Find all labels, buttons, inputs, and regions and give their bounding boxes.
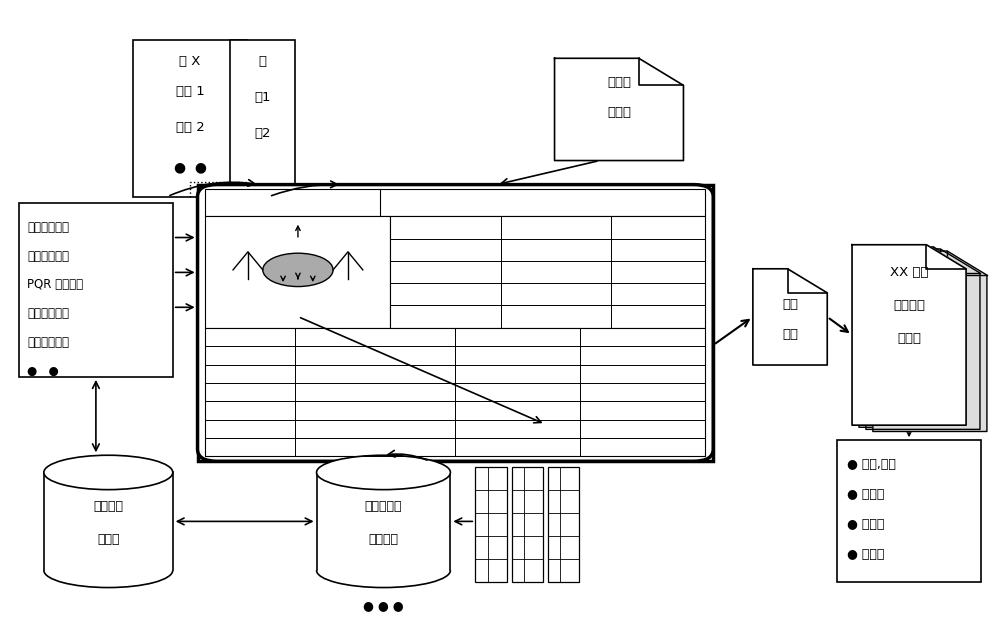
- Text: 各种辅: 各种辅: [607, 77, 631, 90]
- Text: XX 产品: XX 产品: [890, 266, 928, 279]
- Text: 产品接头数据: 产品接头数据: [27, 307, 69, 320]
- Text: 字段 1: 字段 1: [176, 85, 204, 98]
- Polygon shape: [873, 251, 987, 431]
- Ellipse shape: [263, 253, 333, 287]
- Text: 产品总图图表: 产品总图图表: [27, 336, 69, 349]
- Text: ● 封面,目录: ● 封面,目录: [847, 458, 896, 472]
- Bar: [230, 40, 295, 197]
- Text: 字段 2: 字段 2: [176, 122, 204, 135]
- Text: ● 工艺卡: ● 工艺卡: [847, 519, 884, 531]
- FancyBboxPatch shape: [198, 185, 713, 461]
- Polygon shape: [555, 58, 683, 161]
- Ellipse shape: [44, 455, 173, 489]
- Polygon shape: [866, 249, 980, 430]
- Bar: [390, 216, 705, 328]
- Text: ● 页眉等: ● 页眉等: [847, 548, 884, 562]
- Bar: [198, 185, 713, 461]
- Text: 文档: 文档: [782, 328, 798, 342]
- Ellipse shape: [317, 455, 450, 489]
- Text: 工艺技术: 工艺技术: [93, 500, 123, 513]
- Text: ●   ●: ● ●: [27, 365, 59, 378]
- Text: 焊接工艺卡片: 焊接工艺卡片: [27, 250, 69, 263]
- Bar: [205, 189, 705, 216]
- Text: 指导书: 指导书: [897, 332, 921, 345]
- Bar: [44, 472, 173, 570]
- Text: PQR 工艺数据: PQR 工艺数据: [27, 279, 83, 292]
- Bar: [205, 328, 705, 457]
- Polygon shape: [859, 247, 973, 427]
- Text: 文档库: 文档库: [97, 533, 120, 546]
- Polygon shape: [753, 269, 827, 365]
- Bar: [548, 467, 579, 582]
- Bar: [512, 467, 543, 582]
- Text: ●  ●: ● ●: [174, 161, 207, 174]
- Text: ● ● ●: ● ● ●: [363, 599, 404, 612]
- Text: ● 产品图: ● 产品图: [847, 488, 884, 501]
- Bar: [205, 216, 390, 328]
- Bar: [19, 203, 173, 377]
- Bar: [317, 472, 450, 570]
- Bar: [133, 40, 247, 197]
- Text: 段1: 段1: [254, 91, 271, 104]
- Text: 型模板库: 型模板库: [368, 533, 398, 546]
- Text: 工艺文件类: 工艺文件类: [365, 500, 402, 513]
- Polygon shape: [852, 245, 966, 425]
- Bar: [475, 467, 507, 582]
- Text: 焊接工艺: 焊接工艺: [893, 299, 925, 312]
- Text: 助信息: 助信息: [607, 106, 631, 119]
- Text: 表 X: 表 X: [179, 55, 201, 68]
- Text: 工艺文件列表: 工艺文件列表: [27, 221, 69, 234]
- Bar: [837, 440, 981, 582]
- Text: 工艺: 工艺: [782, 298, 798, 311]
- Text: 段2: 段2: [254, 127, 271, 140]
- Text: 表: 表: [258, 55, 266, 68]
